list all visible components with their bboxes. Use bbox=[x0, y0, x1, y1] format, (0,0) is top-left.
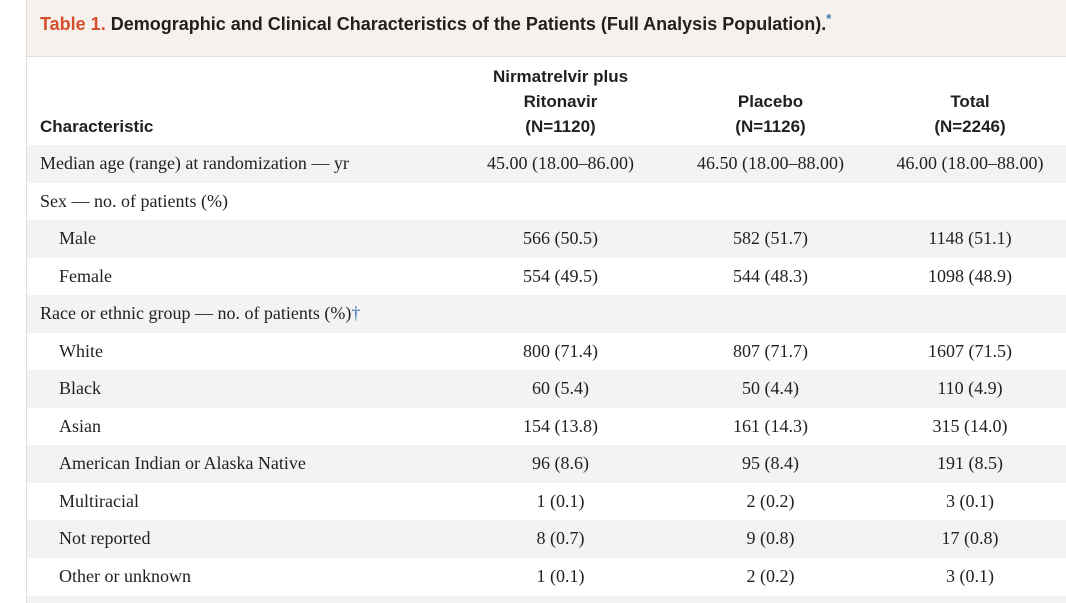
header-total: Total (N=2246) bbox=[873, 57, 1066, 145]
row-label: Sex — no. of patients (%) bbox=[40, 190, 228, 211]
table-row: Asian 154 (13.8) 161 (14.3) 315 (14.0) bbox=[27, 408, 1066, 446]
cell-nirmatrelvir: 45.00 (18.00–86.00) bbox=[453, 145, 668, 183]
header-total-n: (N=2246) bbox=[934, 117, 1006, 136]
table-row: Female 554 (49.5) 544 (48.3) 1098 (48.9) bbox=[27, 258, 1066, 296]
row-label: Not reported bbox=[27, 520, 453, 558]
table-row: White 800 (71.4) 807 (71.7) 1607 (71.5) bbox=[27, 333, 1066, 371]
row-label-text: Race or ethnic group — no. of patients (… bbox=[40, 303, 352, 324]
cell-placebo: 582 (51.7) bbox=[668, 220, 873, 258]
header-placebo: Placebo (N=1126) bbox=[668, 57, 873, 145]
cell-placebo: 46.50 (18.00–88.00) bbox=[668, 145, 873, 183]
table-row: Median age (range) at randomization — yr… bbox=[27, 145, 1066, 183]
cell-total: 1098 (48.9) bbox=[928, 265, 1012, 286]
cell-nirmatrelvir bbox=[453, 295, 668, 333]
table-row: Other or unknown 1 (0.1) 2 (0.2) 3 (0.1) bbox=[27, 558, 1066, 596]
cell-placebo: 544 (48.3) bbox=[733, 265, 808, 286]
cell-placebo: 2 (0.2) bbox=[746, 490, 795, 511]
header-row: Characteristic Nirmatrelvir plus Ritonav… bbox=[27, 57, 1066, 145]
dagger-footnote-mark[interactable]: † bbox=[351, 303, 361, 324]
header-nirmatrelvir-line2: Ritonavir bbox=[523, 92, 598, 111]
row-label: Asian bbox=[59, 415, 101, 436]
table-row: American Indian or Alaska Native 96 (8.6… bbox=[27, 445, 1066, 483]
table-row: Not reported 8 (0.7) 9 (0.8) 17 (0.8) bbox=[27, 520, 1066, 558]
row-label: Female bbox=[59, 265, 112, 286]
table-row: Race or ethnic group — no. of patients (… bbox=[27, 295, 1066, 333]
row-label: Multiracial bbox=[59, 490, 139, 511]
header-nirmatrelvir-n: (N=1120) bbox=[525, 117, 596, 136]
header-total-line1: Total bbox=[950, 92, 990, 111]
cell-placebo: 50 (4.4) bbox=[668, 370, 873, 408]
table-row: Male 566 (50.5) 582 (51.7) 1148 (51.1) bbox=[27, 220, 1066, 258]
cell-total: 3 (0.1) bbox=[946, 490, 994, 511]
cell-placebo: 161 (14.3) bbox=[733, 415, 808, 436]
footnote-mark[interactable]: * bbox=[826, 11, 832, 26]
cell-nirmatrelvir bbox=[453, 183, 668, 221]
table-row: Multiracial 1 (0.1) 2 (0.2) 3 (0.1) bbox=[27, 483, 1066, 521]
cell-total: 1148 (51.1) bbox=[873, 220, 1066, 258]
table-caption: Table 1. Demographic and Clinical Charac… bbox=[27, 0, 1066, 57]
cell-placebo: 807 (71.7) bbox=[733, 340, 808, 361]
row-label: Race or ethnic group — no. of patients (… bbox=[27, 295, 453, 333]
cell-nirmatrelvir: 1 (0.1) bbox=[536, 565, 585, 586]
cell-total: 315 (14.0) bbox=[932, 415, 1008, 436]
cell-nirmatrelvir: 1 (0.1) bbox=[536, 490, 585, 511]
header-placebo-n: (N=1126) bbox=[735, 117, 806, 136]
characteristics-table: Characteristic Nirmatrelvir plus Ritonav… bbox=[27, 57, 1066, 595]
cell-placebo: 2 (0.2) bbox=[746, 565, 795, 586]
table-row: Sex — no. of patients (%) bbox=[27, 183, 1066, 221]
cell-total bbox=[873, 295, 1066, 333]
cell-total: 1607 (71.5) bbox=[928, 340, 1012, 361]
cell-placebo: 9 (0.8) bbox=[668, 520, 873, 558]
cell-placebo: 95 (8.4) bbox=[668, 445, 873, 483]
cell-total: 3 (0.1) bbox=[946, 565, 994, 586]
cell-total: 46.00 (18.00–88.00) bbox=[873, 145, 1066, 183]
cell-total: 110 (4.9) bbox=[873, 370, 1066, 408]
cell-nirmatrelvir: 554 (49.5) bbox=[523, 265, 598, 286]
cell-nirmatrelvir: 154 (13.8) bbox=[523, 415, 598, 436]
cell-nirmatrelvir: 800 (71.4) bbox=[523, 340, 598, 361]
cell-total bbox=[873, 183, 1066, 221]
cell-nirmatrelvir: 60 (5.4) bbox=[453, 370, 668, 408]
row-label: Median age (range) at randomization — yr bbox=[27, 145, 453, 183]
cell-total: 191 (8.5) bbox=[873, 445, 1066, 483]
row-label: Male bbox=[27, 220, 453, 258]
row-label: American Indian or Alaska Native bbox=[27, 445, 453, 483]
row-label: Other or unknown bbox=[59, 565, 191, 586]
cell-nirmatrelvir: 8 (0.7) bbox=[453, 520, 668, 558]
table-row: Black 60 (5.4) 50 (4.4) 110 (4.9) bbox=[27, 370, 1066, 408]
cell-nirmatrelvir: 96 (8.6) bbox=[453, 445, 668, 483]
row-label: White bbox=[59, 340, 103, 361]
cell-total: 17 (0.8) bbox=[873, 520, 1066, 558]
cell-nirmatrelvir: 566 (50.5) bbox=[453, 220, 668, 258]
table-frame: Table 1. Demographic and Clinical Charac… bbox=[26, 0, 1066, 603]
table-title: Demographic and Clinical Characteristics… bbox=[110, 14, 827, 34]
row-label: Black bbox=[27, 370, 453, 408]
header-placebo-line1: Placebo bbox=[737, 92, 804, 111]
header-characteristic: Characteristic bbox=[40, 117, 154, 136]
table-number: Table 1. bbox=[40, 14, 106, 34]
header-nirmatrelvir-line1: Nirmatrelvir plus bbox=[492, 67, 629, 86]
cell-placebo bbox=[668, 295, 873, 333]
header-nirmatrelvir: Nirmatrelvir plus Ritonavir (N=1120) bbox=[453, 57, 668, 145]
cell-placebo bbox=[668, 183, 873, 221]
next-row-band bbox=[27, 596, 1066, 603]
